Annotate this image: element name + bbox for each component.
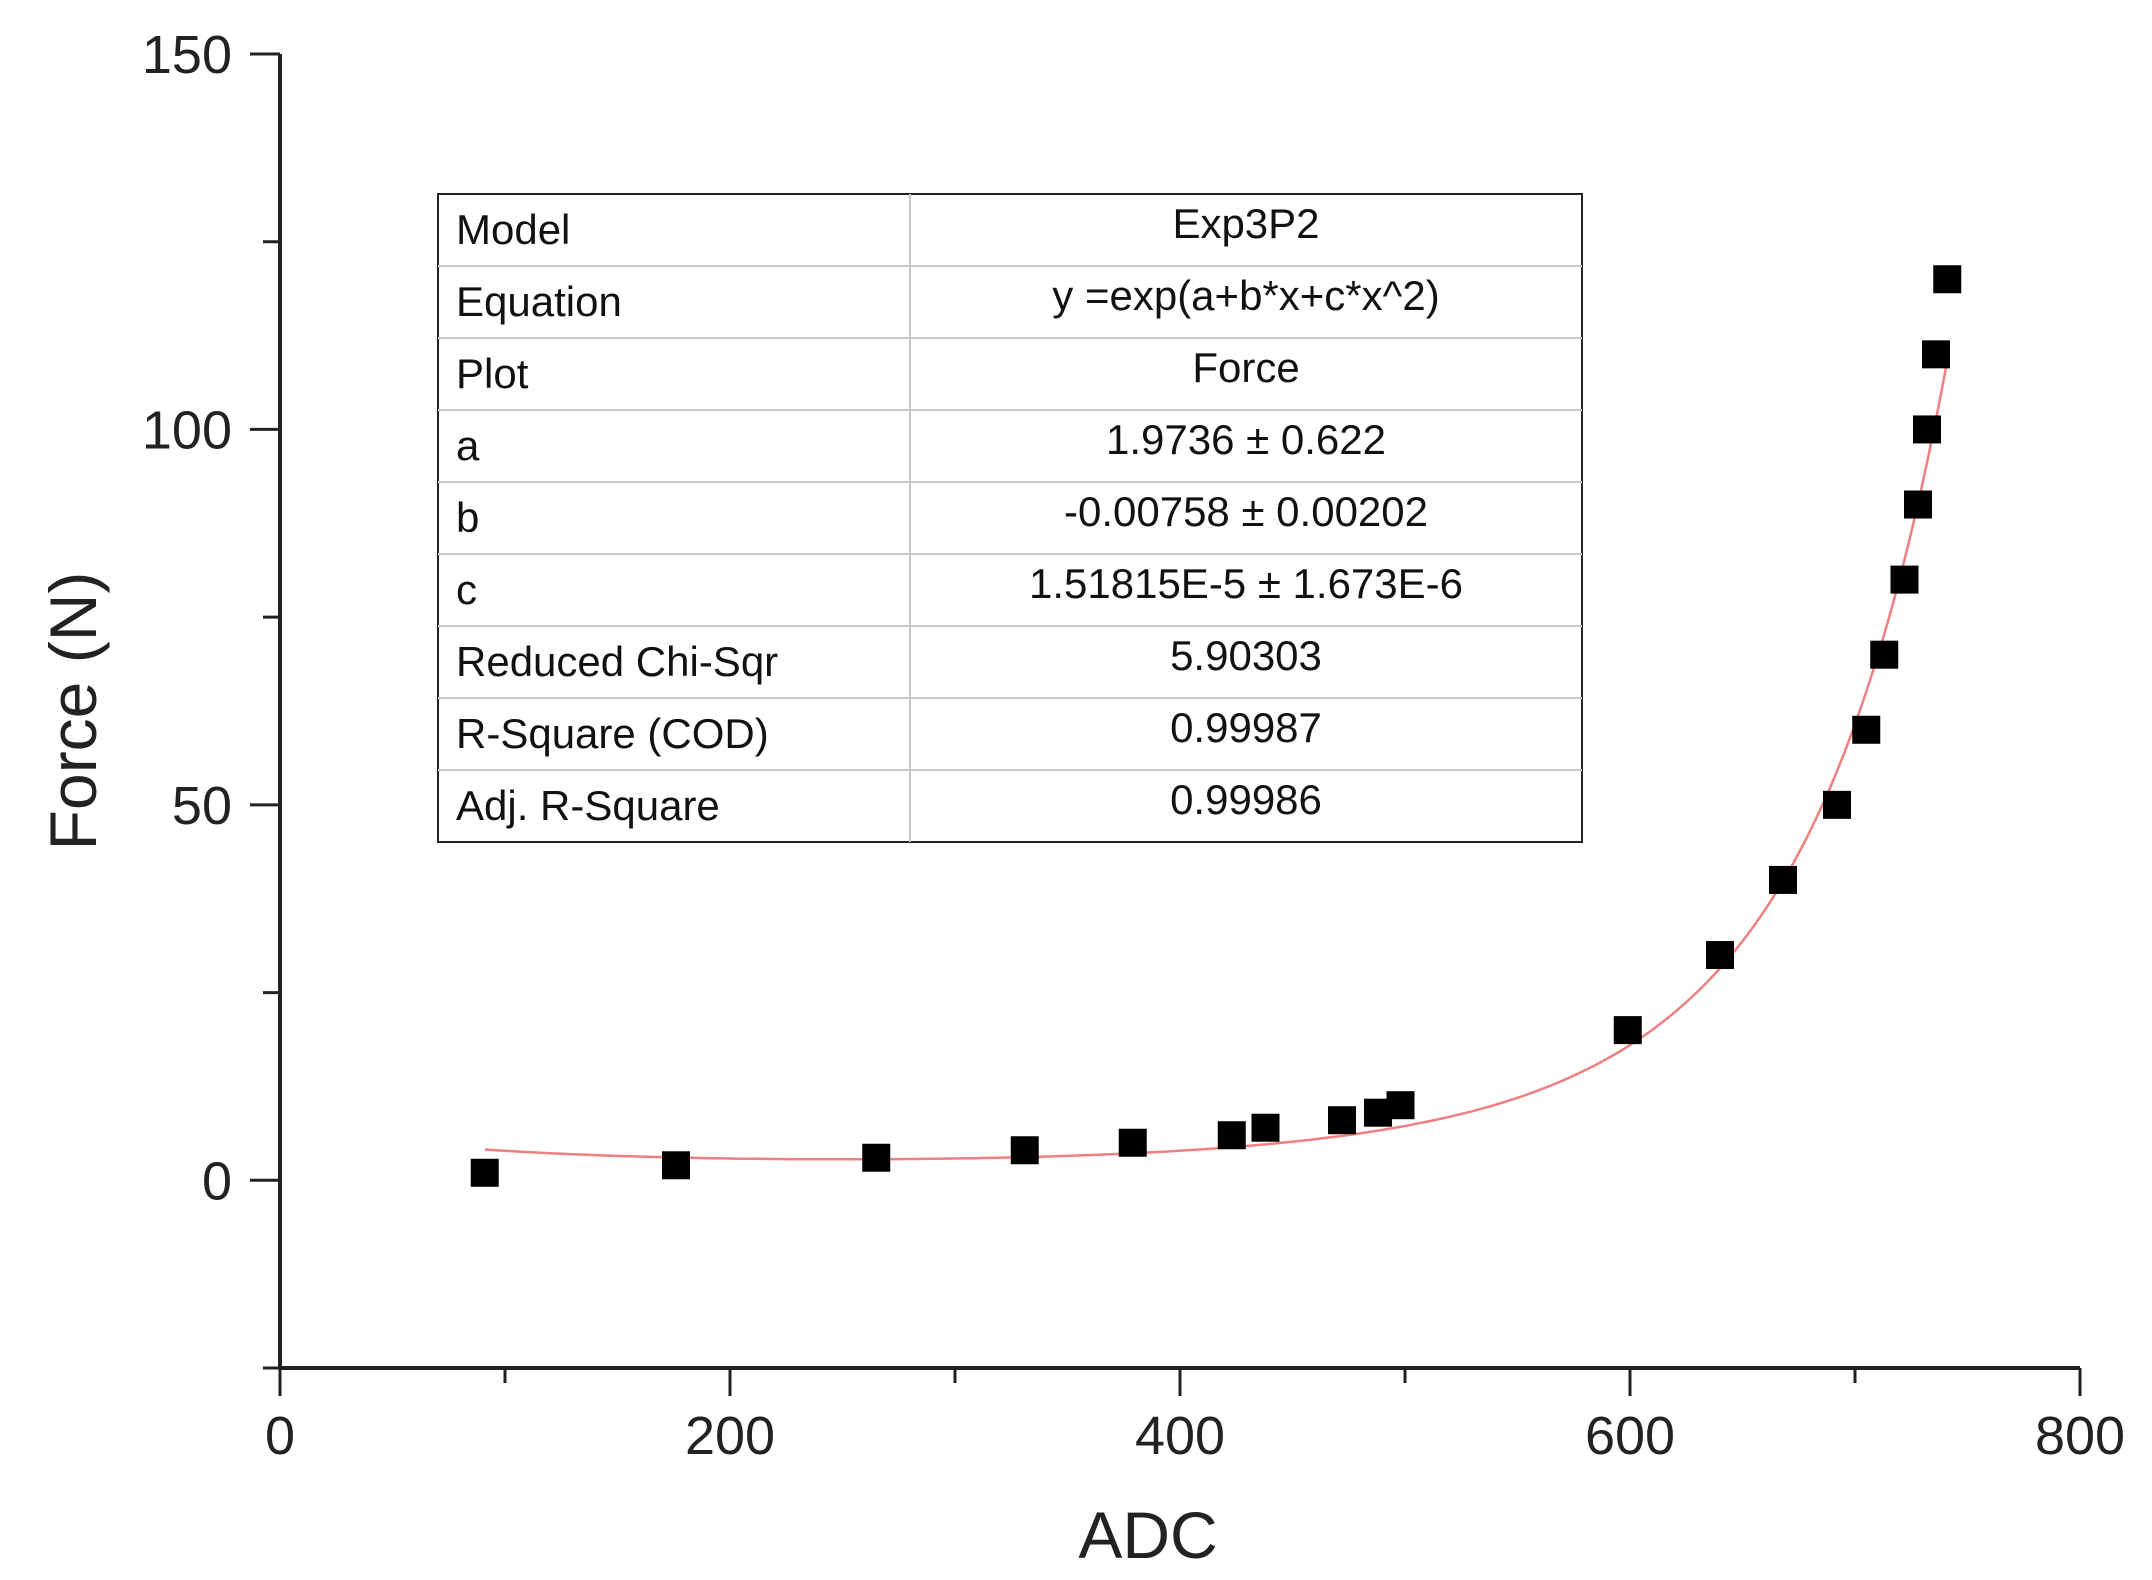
x-tick-label: 600 [1585, 1406, 1675, 1466]
data-point [1769, 865, 1797, 894]
table-row-label: R-Square (COD) [456, 710, 769, 757]
table-row-value: 5.90303 [1170, 632, 1322, 679]
data-point [1823, 790, 1851, 819]
y-tick-label: 100 [142, 400, 232, 460]
x-tick-label: 0 [265, 1406, 295, 1466]
data-point [662, 1151, 690, 1180]
table-row-value: 0.99987 [1170, 704, 1322, 751]
data-point [1933, 265, 1962, 294]
table-row-label: Adj. R-Square [456, 782, 720, 829]
table-row-label: Plot [456, 350, 529, 397]
table-row-label: Model [456, 206, 570, 253]
data-point [862, 1143, 891, 1172]
data-point [1870, 640, 1899, 669]
data-point [1328, 1106, 1356, 1135]
x-axis-ticks: 0 200 400 600 800 [265, 1368, 2125, 1466]
y-tick-label: 0 [202, 1151, 232, 1211]
data-point [1913, 415, 1941, 444]
y-tick-label: 150 [142, 25, 232, 85]
table-row-label: c [456, 566, 477, 613]
table-row-value: Exp3P2 [1172, 200, 1319, 247]
table-row-value: 1.9736 ± 0.622 [1106, 416, 1386, 463]
x-axis-title: ADC [1078, 1498, 1217, 1572]
fit-curve [484, 360, 1949, 1161]
data-point [1118, 1128, 1147, 1157]
fit-results-table: Model Exp3P2 Equation y =exp(a+b*x+c*x^2) Pl… [437, 193, 1583, 843]
table-row-label: a [456, 422, 480, 469]
data-point [1890, 565, 1919, 594]
table-row-value: y =exp(a+b*x+c*x^2) [1052, 272, 1439, 319]
data-point [470, 1158, 499, 1187]
data-point [1010, 1136, 1039, 1165]
table-row-value: -0.00758 ± 0.00202 [1064, 488, 1428, 535]
table-row-label: Reduced Chi-Sqr [456, 638, 778, 685]
table-row-value: 1.51815E-5 ± 1.673E-6 [1029, 560, 1463, 607]
table-row-label: b [456, 494, 479, 541]
data-point [1251, 1113, 1280, 1142]
table-frame [437, 193, 1583, 843]
x-tick-label: 800 [2035, 1406, 2125, 1466]
data-point [1706, 941, 1734, 970]
data-point [1922, 340, 1950, 369]
data-point [1852, 715, 1881, 744]
data-point [1613, 1016, 1642, 1045]
table-row-value: Force [1192, 344, 1299, 391]
y-tick-label: 50 [172, 776, 232, 836]
data-point [1904, 490, 1932, 519]
y-axis-ticks: 0 50 100 150 [142, 25, 280, 1370]
data-points [470, 265, 1962, 1187]
x-tick-label: 400 [1135, 1406, 1225, 1466]
x-tick-label: 200 [685, 1406, 775, 1466]
table-row-label: Equation [456, 278, 622, 325]
y-axis-title: Force (N) [36, 572, 110, 851]
data-point [1386, 1091, 1415, 1120]
data-point [1217, 1121, 1246, 1150]
table-row-value: 0.99986 [1170, 776, 1322, 823]
